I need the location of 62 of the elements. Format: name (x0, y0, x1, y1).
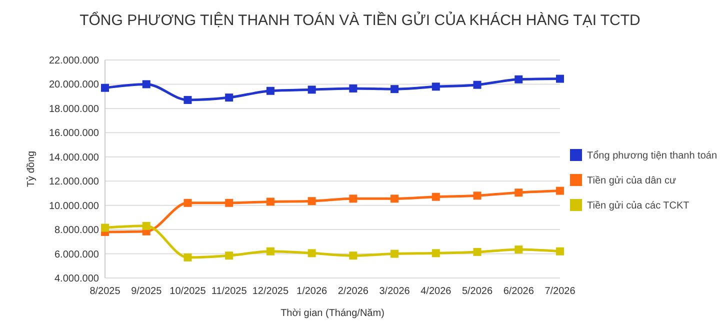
point (514, 246, 523, 254)
point (225, 198, 234, 207)
point (390, 194, 399, 203)
x-axis-title: Thời gian (Tháng/Năm) (280, 308, 384, 319)
point (225, 94, 234, 102)
y-tick-label: 14.000.000 (48, 152, 100, 164)
y-tick-label: 16.000.000 (48, 128, 100, 140)
x-tick-label: 2/2026 (338, 286, 369, 297)
point (390, 250, 399, 258)
x-tick-label: 3/2026 (379, 286, 410, 297)
point (101, 224, 109, 232)
point (184, 96, 192, 104)
point (556, 186, 564, 195)
point (349, 84, 358, 92)
point (142, 222, 150, 230)
chart-title: TỔNG PHƯƠNG TIỆN THANH TOÁN VÀ TIỀN GỬI CỦA KHÁCH HÀNG TẠI TCTD (80, 11, 641, 29)
point (514, 75, 523, 84)
point (432, 192, 440, 201)
x-tick-label: 11/2025 (211, 286, 248, 297)
y-tick-label: 20.000.000 (48, 80, 100, 91)
y-axis-title: Tỷ đồng (26, 150, 37, 188)
legend-label: Tiền gửi của dân cư (587, 176, 676, 186)
y-tick-label: 22.000.000 (48, 56, 100, 66)
legend-label: Tiền gửi của các TCKT (587, 200, 690, 212)
y-tick-label: 6.000.000 (54, 249, 100, 260)
x-tick-label: 7/2026 (544, 286, 576, 297)
point (266, 86, 274, 95)
point (432, 249, 440, 258)
point (308, 86, 316, 94)
y-tick-label: 10.000.000 (48, 200, 100, 212)
point (184, 198, 192, 207)
x-tick-label: 12/2025 (252, 286, 289, 297)
point (349, 194, 358, 203)
point (473, 192, 482, 200)
point (184, 253, 192, 262)
y-tick-label: 12.000.000 (48, 176, 100, 188)
x-tick-label: 10/2025 (170, 286, 206, 297)
y-tick-label: 18.000.000 (48, 104, 100, 115)
x-tick-label: 4/2026 (420, 286, 452, 297)
x-tick-label: 5/2026 (462, 286, 493, 297)
point (556, 74, 564, 83)
x-tick-label: 6/2026 (503, 286, 534, 297)
point (225, 252, 234, 260)
point (514, 188, 523, 197)
point (266, 198, 274, 206)
point (266, 247, 274, 256)
y-tick-label: 8.000.000 (54, 225, 100, 236)
y-tick-label: 4.000.000 (54, 274, 100, 284)
x-tick-label: 1/2026 (296, 286, 328, 297)
point (390, 85, 399, 94)
point (142, 80, 150, 88)
point (308, 197, 316, 206)
point (101, 84, 109, 92)
legend-label: Tổng phương tiện thanh toán (587, 150, 718, 162)
point (432, 82, 440, 91)
point (473, 80, 482, 89)
x-tick-label: 9/2025 (131, 286, 162, 297)
point (473, 248, 482, 256)
point (556, 247, 564, 256)
x-tick-label: 8/2025 (90, 286, 121, 297)
point (308, 249, 316, 258)
point (349, 252, 358, 260)
